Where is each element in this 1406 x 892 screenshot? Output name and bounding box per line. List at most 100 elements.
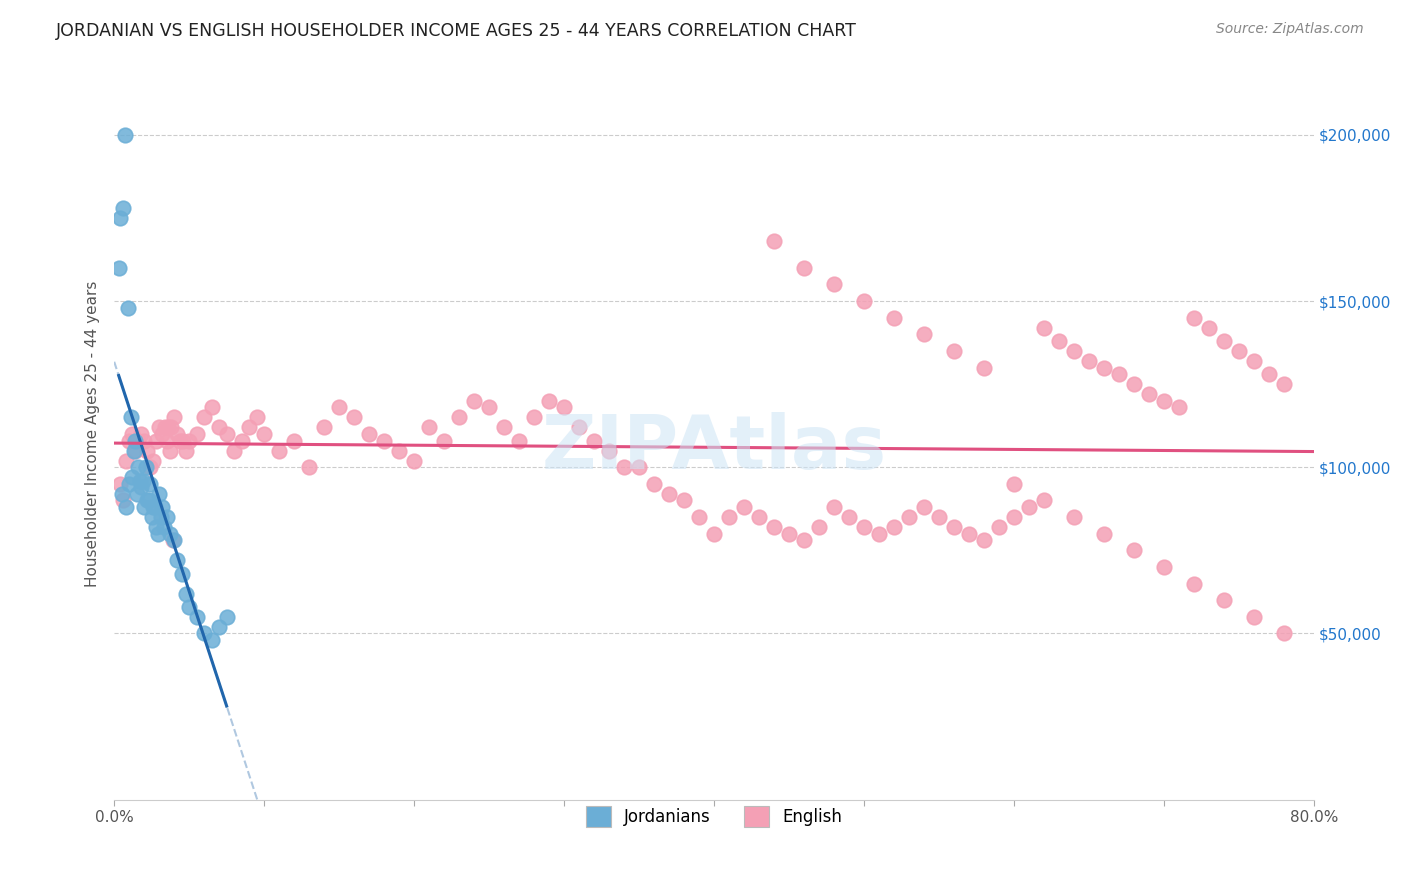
Point: [112, 201, 135, 215]
Point: [793, 533, 815, 548]
Point: [897, 510, 920, 524]
Point: [1227, 343, 1250, 358]
Point: [138, 493, 160, 508]
Point: [1212, 334, 1234, 348]
Point: [166, 553, 188, 567]
Point: [987, 520, 1010, 534]
Point: [122, 443, 145, 458]
Point: [124, 434, 146, 448]
Point: [129, 427, 152, 442]
Point: [883, 520, 905, 534]
Point: [778, 526, 800, 541]
Point: [1122, 377, 1144, 392]
Point: [166, 427, 188, 442]
Point: [1167, 401, 1189, 415]
Point: [125, 487, 148, 501]
Point: [146, 526, 169, 541]
Point: [179, 599, 201, 614]
Point: [449, 410, 471, 425]
Point: [135, 460, 157, 475]
Point: [208, 620, 231, 634]
Point: [418, 420, 440, 434]
Point: [224, 443, 246, 458]
Point: [117, 301, 139, 315]
Point: [1047, 334, 1070, 348]
Point: [1198, 320, 1220, 334]
Point: [179, 434, 201, 448]
Point: [127, 434, 149, 448]
Point: [1063, 343, 1085, 358]
Point: [388, 443, 411, 458]
Point: [1153, 393, 1175, 408]
Point: [957, 526, 980, 541]
Point: [823, 277, 845, 292]
Point: [231, 434, 253, 448]
Point: [136, 493, 159, 508]
Point: [127, 460, 149, 475]
Point: [142, 500, 165, 515]
Point: [253, 427, 276, 442]
Text: Source: ZipAtlas.com: Source: ZipAtlas.com: [1216, 22, 1364, 37]
Point: [1018, 500, 1040, 515]
Point: [568, 420, 591, 434]
Point: [120, 410, 142, 425]
Point: [141, 510, 163, 524]
Point: [1077, 354, 1099, 368]
Point: [215, 427, 238, 442]
Point: [1212, 593, 1234, 607]
Point: [162, 533, 184, 548]
Point: [1032, 320, 1054, 334]
Point: [1032, 493, 1054, 508]
Point: [114, 128, 136, 142]
Point: [883, 310, 905, 325]
Point: [152, 520, 174, 534]
Point: [492, 420, 515, 434]
Point: [283, 434, 305, 448]
Point: [343, 410, 366, 425]
Point: [163, 410, 186, 425]
Point: [1257, 368, 1279, 382]
Point: [163, 533, 186, 548]
Point: [186, 609, 208, 624]
Text: ZIPAtlas: ZIPAtlas: [541, 412, 887, 485]
Point: [172, 434, 194, 448]
Legend: Jordanians, English: Jordanians, English: [578, 798, 851, 835]
Point: [1272, 377, 1295, 392]
Point: [156, 434, 179, 448]
Point: [1092, 526, 1115, 541]
Point: [201, 633, 224, 648]
Point: [269, 443, 291, 458]
Point: [807, 520, 830, 534]
Point: [143, 500, 166, 515]
Point: [149, 510, 172, 524]
Point: [537, 393, 560, 408]
Point: [145, 434, 167, 448]
Point: [186, 427, 208, 442]
Point: [717, 510, 740, 524]
Point: [627, 460, 650, 475]
Point: [145, 520, 167, 534]
Point: [139, 476, 162, 491]
Point: [852, 294, 875, 309]
Point: [1243, 609, 1265, 624]
Point: [115, 453, 138, 467]
Point: [598, 443, 620, 458]
Point: [150, 500, 173, 515]
Point: [174, 586, 197, 600]
Point: [1272, 626, 1295, 640]
Point: [108, 476, 131, 491]
Point: [523, 410, 546, 425]
Point: [128, 474, 150, 488]
Point: [139, 460, 162, 475]
Point: [912, 500, 935, 515]
Point: [157, 420, 180, 434]
Text: JORDANIAN VS ENGLISH HOUSEHOLDER INCOME AGES 25 - 44 YEARS CORRELATION CHART: JORDANIAN VS ENGLISH HOUSEHOLDER INCOME …: [56, 22, 858, 40]
Point: [748, 510, 770, 524]
Point: [170, 566, 193, 581]
Point: [912, 327, 935, 342]
Point: [246, 410, 269, 425]
Point: [1182, 310, 1205, 325]
Point: [118, 434, 141, 448]
Point: [1153, 560, 1175, 574]
Point: [136, 443, 159, 458]
